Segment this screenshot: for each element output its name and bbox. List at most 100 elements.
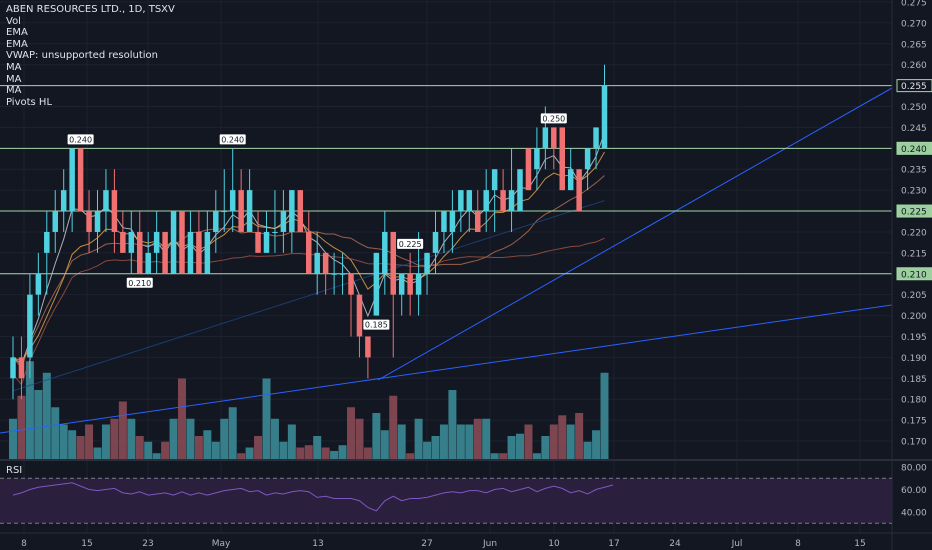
candle[interactable]	[52, 190, 59, 253]
candle[interactable]	[77, 148, 84, 212]
pivot-label[interactable]: 0.250	[540, 113, 567, 124]
candle[interactable]	[559, 127, 566, 191]
indicator-ema-1[interactable]: EMA	[6, 27, 28, 39]
candle[interactable]	[407, 252, 413, 316]
candle[interactable]	[314, 231, 320, 295]
candle[interactable]	[339, 252, 346, 295]
candle[interactable]	[153, 211, 160, 274]
indicator-vwap[interactable]: VWAP: unsupported resolution	[6, 50, 158, 62]
candle[interactable]	[272, 190, 278, 253]
level-price-label[interactable]: 0.210	[896, 267, 932, 281]
candle-body	[382, 231, 388, 274]
indicator-pivots-hl[interactable]: Pivots HL	[6, 96, 53, 108]
candle[interactable]	[297, 190, 304, 232]
candle[interactable]	[35, 252, 42, 316]
indicator-ma-1[interactable]: MA	[6, 61, 22, 73]
candle[interactable]	[196, 211, 202, 274]
candle[interactable]	[322, 252, 329, 295]
candle[interactable]	[483, 169, 489, 232]
candle[interactable]	[348, 273, 354, 337]
candle[interactable]	[86, 190, 92, 253]
candle[interactable]	[424, 252, 430, 295]
candle[interactable]	[221, 169, 228, 232]
candle[interactable]	[449, 190, 456, 253]
level-price-label[interactable]: 0.240	[896, 141, 932, 155]
trend-line-upper[interactable]	[377, 87, 893, 381]
indicator-ma-3[interactable]: MA	[6, 85, 22, 97]
candle[interactable]	[18, 336, 25, 400]
candle[interactable]	[551, 127, 557, 170]
candle[interactable]	[382, 211, 388, 295]
candle[interactable]	[576, 169, 582, 212]
candle[interactable]	[593, 127, 599, 170]
level-price-label[interactable]: 0.255	[896, 79, 932, 93]
candle[interactable]	[356, 294, 363, 358]
symbol-title[interactable]: ABEN RESOURCES LTD., 1D, TSXV	[6, 4, 175, 15]
pivot-label[interactable]: 0.240	[67, 134, 94, 145]
rsi-pane[interactable]: 80.00 60.00 40.00	[0, 459, 932, 524]
candle[interactable]	[601, 64, 608, 149]
candle[interactable]	[213, 190, 219, 253]
candle[interactable]	[331, 252, 337, 295]
pivot-label[interactable]: 0.240	[219, 134, 246, 145]
candle[interactable]	[567, 148, 574, 191]
indicator-vol[interactable]: Vol	[6, 15, 21, 27]
candle[interactable]	[289, 190, 295, 253]
pivot-label[interactable]: 0.210	[126, 277, 153, 288]
candle[interactable]	[94, 190, 101, 253]
candle[interactable]	[69, 148, 75, 232]
price-tick-label: 0.270	[901, 19, 927, 29]
candle[interactable]	[60, 169, 67, 232]
candle[interactable]	[263, 211, 270, 253]
candle[interactable]	[373, 252, 380, 316]
candle[interactable]	[398, 273, 405, 316]
candle[interactable]	[145, 231, 151, 274]
candle[interactable]	[517, 169, 523, 212]
candle[interactable]	[170, 211, 177, 274]
indicator-ema-2[interactable]: EMA	[6, 38, 28, 50]
candle[interactable]	[432, 211, 439, 274]
candle[interactable]	[441, 211, 447, 253]
time-axis[interactable]: 8 15 23 May 13 27 Jun 10 17 24 Jul 8 15	[0, 532, 932, 549]
candle[interactable]	[238, 169, 244, 232]
candle[interactable]	[27, 273, 33, 379]
candle[interactable]	[120, 211, 126, 253]
candle[interactable]	[229, 148, 236, 232]
candle[interactable]	[44, 211, 50, 295]
pivot-label[interactable]: 0.225	[397, 238, 424, 249]
candle-body	[27, 294, 33, 358]
rsi-pane-label[interactable]: RSI	[6, 465, 23, 476]
candle[interactable]	[458, 190, 464, 232]
candle[interactable]	[255, 211, 261, 253]
candle[interactable]	[306, 211, 312, 274]
candle[interactable]	[179, 211, 185, 274]
candle[interactable]	[103, 169, 109, 232]
candle[interactable]	[525, 148, 532, 191]
candle[interactable]	[280, 190, 287, 253]
candle[interactable]	[365, 336, 371, 379]
candle[interactable]	[491, 169, 498, 232]
time-tick-label: 10	[548, 539, 560, 549]
candle[interactable]	[137, 211, 143, 274]
candle[interactable]	[390, 231, 397, 358]
candle[interactable]	[475, 190, 481, 232]
trend-line-lower[interactable]	[0, 304, 893, 434]
level-price-label[interactable]: 0.225	[896, 204, 932, 218]
price-axis[interactable]: 0.275 0.270 0.265 0.260 0.255 0.250 0.245 0.240…	[891, 0, 932, 550]
indicator-ma-2[interactable]: MA	[6, 73, 22, 85]
candle[interactable]	[204, 211, 211, 274]
candle[interactable]	[508, 148, 515, 232]
candle[interactable]	[466, 190, 473, 232]
candle[interactable]	[500, 169, 506, 212]
candle[interactable]	[10, 336, 16, 400]
candle[interactable]	[111, 169, 118, 253]
candle[interactable]	[128, 211, 135, 274]
candle[interactable]	[187, 211, 194, 274]
candle[interactable]	[162, 231, 168, 274]
candle[interactable]	[246, 169, 253, 232]
pivot-label-text: 0.210	[128, 279, 151, 288]
candle[interactable]	[534, 127, 540, 191]
pivot-label[interactable]: 0.185	[363, 319, 390, 330]
candle[interactable]	[584, 148, 591, 191]
